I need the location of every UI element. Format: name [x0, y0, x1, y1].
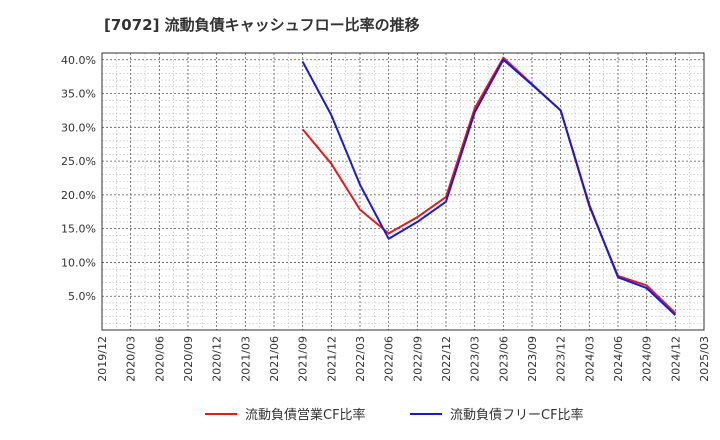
x-tick-label: 2024/03: [583, 336, 596, 382]
legend: 流動負債営業CF比率 流動負債フリーCF比率: [205, 407, 584, 423]
y-tick-label: 5.0%: [68, 290, 96, 303]
y-tick-label: 40.0%: [61, 54, 96, 67]
x-tick-label: 2023/09: [526, 336, 539, 382]
x-tick-label: 2023/06: [497, 336, 510, 382]
legend-label-2: 流動負債フリーCF比率: [450, 407, 584, 423]
x-tick-label: 2022/03: [354, 336, 367, 382]
x-tick-label: 2022/09: [411, 336, 424, 382]
x-tick-label: 2020/09: [182, 336, 195, 382]
x-tick-label: 2020/12: [211, 336, 224, 382]
legend-label-1: 流動負債営業CF比率: [245, 407, 366, 423]
plot-frame: [101, 52, 705, 331]
y-tick-label: 35.0%: [61, 88, 96, 101]
y-tick-label: 10.0%: [61, 256, 96, 269]
x-tick-label: 2020/03: [125, 336, 138, 382]
x-tick-label: 2021/03: [239, 336, 252, 382]
x-tick-label: 2023/03: [469, 336, 482, 382]
y-tick-label: 20.0%: [61, 189, 96, 202]
y-tick-label: 25.0%: [61, 155, 96, 168]
y-tick-label: 30.0%: [61, 121, 96, 134]
gridlines: [101, 53, 705, 330]
x-tick-label: 2025/03: [698, 336, 711, 382]
series-line-2: [301, 58, 677, 316]
x-tick-label: 2022/06: [383, 336, 396, 382]
x-tick-label: 2021/12: [325, 336, 338, 382]
x-tick-label: 2021/09: [297, 336, 310, 382]
x-tick-label: 2022/12: [440, 336, 453, 382]
x-tick-label: 2019/12: [96, 336, 109, 382]
x-tick-label: 2020/06: [153, 336, 166, 382]
x-tick-label: 2024/06: [612, 336, 625, 382]
x-tick-label: 2024/09: [641, 336, 654, 382]
x-tick-label: 2023/12: [555, 336, 568, 382]
chart-title: [7072] 流動負債キャッシュフロー比率の推移: [104, 16, 420, 34]
x-tick-label: 2024/12: [669, 336, 682, 382]
x-tick-label: 2021/06: [268, 336, 281, 382]
y-tick-label: 15.0%: [61, 223, 96, 236]
